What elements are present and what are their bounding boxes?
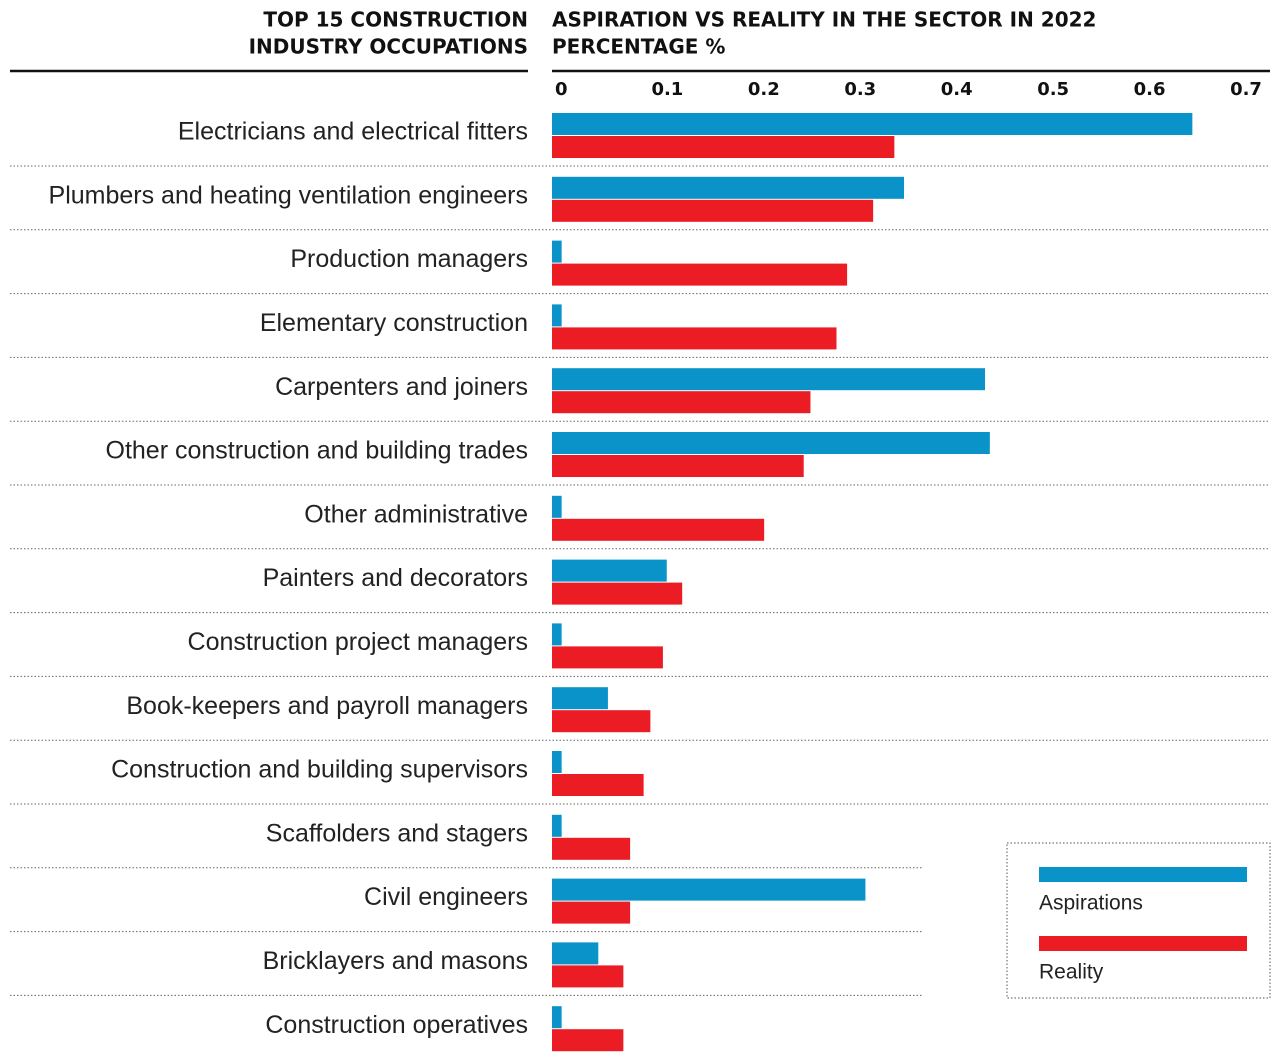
category-label: Other construction and building trades: [106, 437, 528, 465]
bar: [552, 176, 904, 199]
bar: [552, 304, 562, 327]
category-label: Scaffolders and stagers: [266, 819, 528, 847]
bar: [552, 901, 631, 924]
x-tick-label: 0.2: [748, 79, 780, 100]
legend-swatch: [1039, 936, 1247, 951]
bar: [552, 623, 562, 646]
legend-box: [1006, 842, 1271, 999]
bar: [552, 582, 683, 605]
bar: [552, 710, 651, 733]
bar: [552, 240, 562, 263]
category-label: Painters and decorators: [263, 564, 528, 592]
x-tick-label: 0.7: [1230, 79, 1262, 100]
bar: [552, 814, 562, 837]
bar: [552, 518, 765, 541]
category-label: Plumbers and heating ventilation enginee…: [49, 181, 528, 209]
bar: [552, 113, 1193, 135]
category-label: Electricians and electrical fitters: [178, 118, 528, 146]
bar: [552, 646, 663, 669]
bar: [552, 687, 608, 710]
x-tick-label: 0.6: [1134, 79, 1166, 100]
bar: [552, 774, 644, 796]
bar: [552, 751, 562, 773]
bar: [552, 391, 811, 414]
category-label: Civil engineers: [364, 883, 528, 911]
bar: [552, 495, 562, 518]
category-label: Construction operatives: [265, 1011, 528, 1039]
bar: [552, 965, 624, 988]
bar: [552, 327, 837, 350]
bar: [552, 942, 599, 965]
category-label: Carpenters and joiners: [275, 373, 528, 401]
left-header: TOP 15 CONSTRUCTION: [263, 8, 528, 32]
bar: [552, 199, 874, 222]
bar: [552, 368, 986, 391]
legend-swatch: [1039, 867, 1247, 882]
category-label: Production managers: [290, 245, 528, 273]
bar: [552, 1029, 624, 1052]
chart-title: ASPIRATION VS REALITY IN THE SECTOR IN 2…: [552, 8, 1096, 32]
bar: [552, 878, 866, 901]
left-header: INDUSTRY OCCUPATIONS: [249, 35, 528, 59]
bar: [552, 263, 848, 286]
chart-title: PERCENTAGE %: [552, 35, 725, 59]
category-label: Bricklayers and masons: [263, 947, 528, 975]
x-tick-label: 0.4: [941, 79, 973, 100]
bar: [552, 1006, 562, 1029]
category-label: Construction and building supervisors: [111, 756, 528, 784]
x-tick-label: 0.3: [844, 79, 876, 100]
category-label: Elementary construction: [260, 309, 528, 337]
legend-label: Reality: [1039, 961, 1104, 984]
bar: [552, 837, 631, 860]
category-label: Construction project managers: [188, 628, 528, 656]
legend-label: Aspirations: [1039, 892, 1143, 915]
x-tick-label: 0.1: [651, 79, 683, 100]
category-label: Book-keepers and payroll managers: [126, 692, 528, 720]
x-tick-label: 0.5: [1037, 79, 1069, 100]
x-tick-label: 0: [555, 79, 568, 100]
category-label: Other administrative: [304, 500, 528, 528]
bar: [552, 455, 804, 477]
bar: [552, 136, 895, 158]
bar: [552, 432, 990, 454]
bar: [552, 559, 667, 582]
